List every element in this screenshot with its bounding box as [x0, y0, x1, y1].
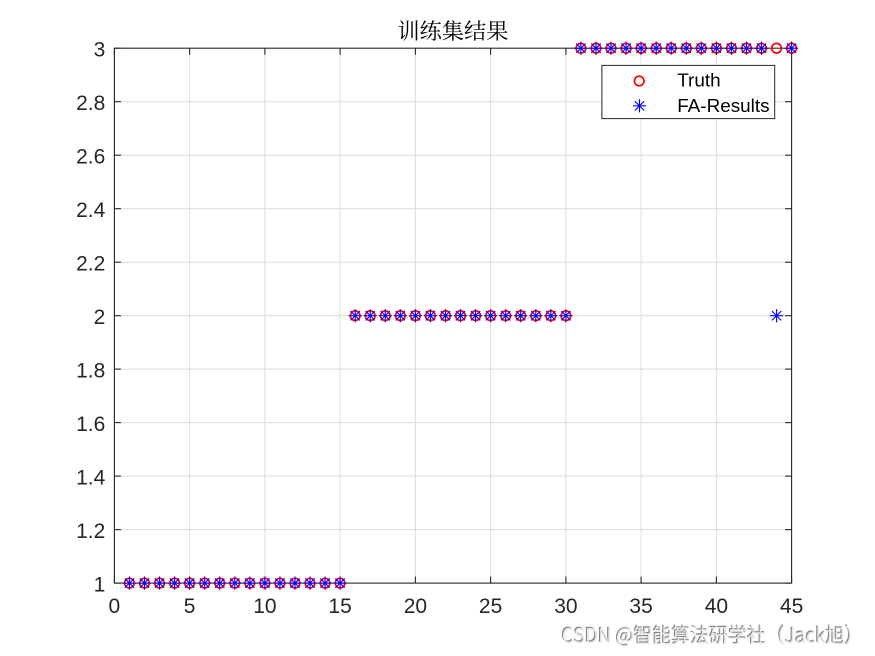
svg-text:1.6: 1.6: [76, 413, 105, 436]
svg-text:5: 5: [184, 595, 196, 618]
svg-text:2.8: 2.8: [76, 92, 105, 115]
svg-text:25: 25: [479, 595, 502, 618]
svg-text:30: 30: [554, 595, 577, 618]
svg-text:10: 10: [253, 595, 276, 618]
svg-text:2.4: 2.4: [76, 199, 106, 222]
svg-text:2: 2: [94, 306, 106, 329]
svg-text:1.2: 1.2: [76, 520, 105, 543]
svg-text:15: 15: [328, 595, 351, 618]
svg-text:1.4: 1.4: [76, 467, 106, 490]
svg-text:1.8: 1.8: [76, 360, 105, 383]
svg-text:3: 3: [94, 39, 106, 62]
svg-text:40: 40: [705, 595, 728, 618]
svg-text:2.6: 2.6: [76, 146, 105, 169]
svg-text:45: 45: [780, 595, 803, 618]
svg-text:FA-Results: FA-Results: [677, 96, 769, 117]
svg-text:20: 20: [404, 595, 427, 618]
svg-text:35: 35: [629, 595, 652, 618]
svg-text:2.2: 2.2: [76, 253, 105, 276]
svg-text:0: 0: [109, 595, 121, 618]
svg-text:1: 1: [94, 574, 106, 597]
svg-text:Truth: Truth: [677, 71, 720, 92]
